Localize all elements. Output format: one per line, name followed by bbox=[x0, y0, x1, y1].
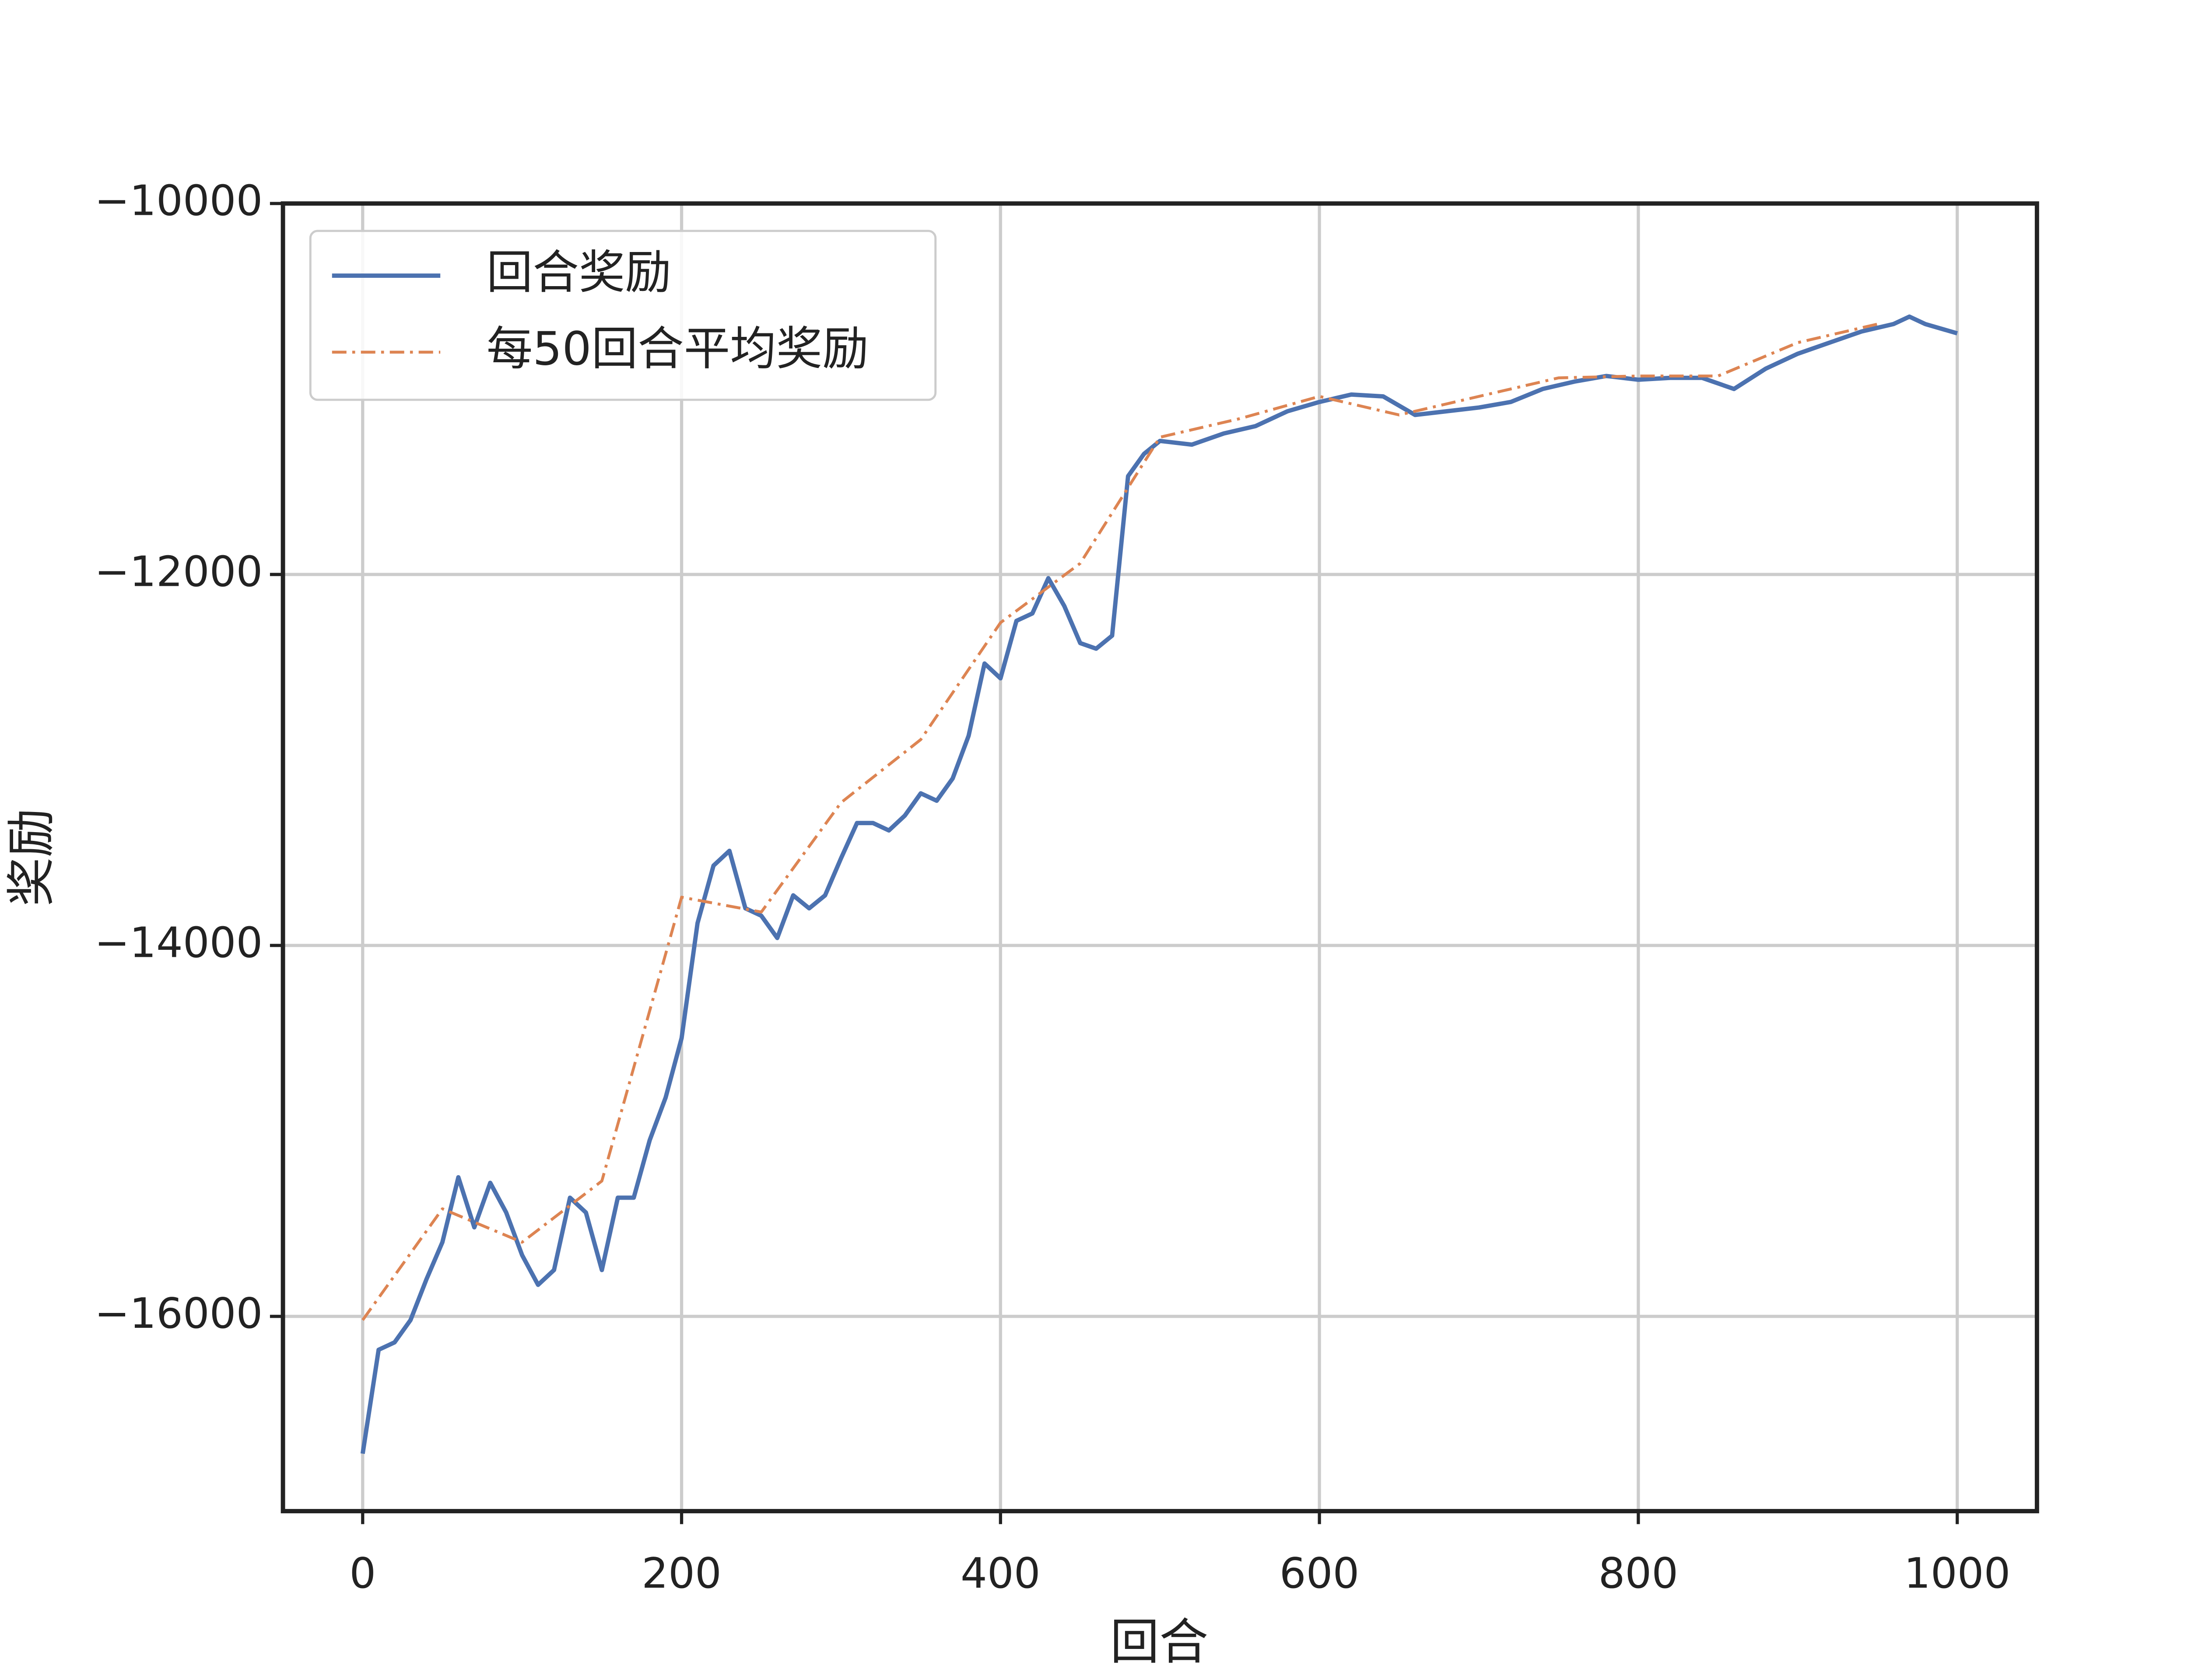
x-tick-label: 800 bbox=[1599, 1549, 1679, 1598]
legend-label: 每50回合平均奖励 bbox=[487, 322, 869, 376]
x-tick-label: 1000 bbox=[1904, 1549, 2010, 1598]
series-line bbox=[361, 322, 1878, 1321]
x-axis-label: 回合 bbox=[1110, 1614, 1208, 1671]
y-axis-label: 奖励 bbox=[3, 808, 60, 906]
ticks: 0 200 400 600 800 1000 −10000 −12000 −14000 −1600… bbox=[95, 176, 2010, 1598]
x-tick-label: 0 bbox=[349, 1549, 376, 1598]
y-tick-label: −12000 bbox=[95, 547, 263, 596]
y-tick-label: −14000 bbox=[95, 918, 263, 967]
x-tick-label: 200 bbox=[642, 1549, 722, 1598]
legend-box bbox=[309, 230, 937, 401]
y-tick-label: −16000 bbox=[95, 1289, 263, 1338]
y-tick-label: −10000 bbox=[95, 176, 263, 225]
x-tick-label: 400 bbox=[961, 1549, 1041, 1598]
legend-label: 回合奖励 bbox=[487, 245, 671, 299]
axes-frame bbox=[281, 201, 2039, 1513]
plot bbox=[360, 314, 1958, 1454]
series-line bbox=[360, 314, 1958, 1454]
x-tick-label: 600 bbox=[1280, 1549, 1360, 1598]
